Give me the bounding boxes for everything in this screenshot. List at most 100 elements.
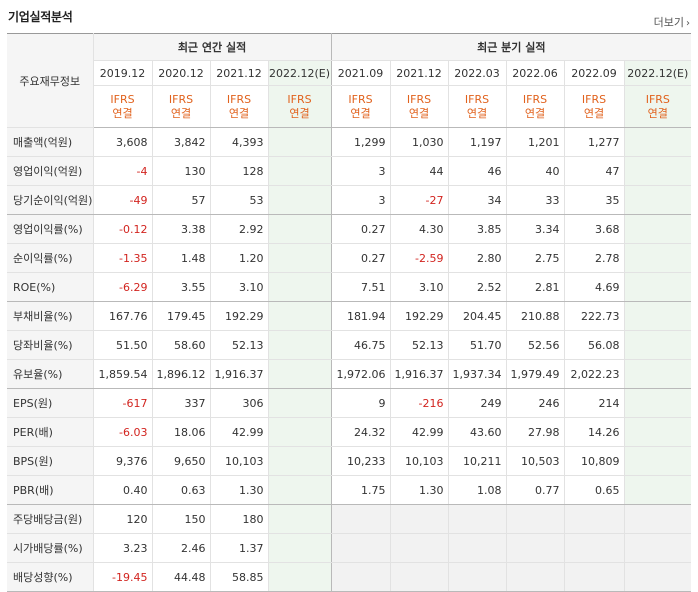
period-header: 2021.12 (389, 60, 449, 86)
cell-empty (389, 533, 449, 563)
cell-value: 204.45 (447, 301, 507, 331)
table-row: 당좌비율(%) 51.50 58.60 52.13 46.75 52.13 51.70 52.… (7, 330, 692, 360)
cell-empty (623, 562, 692, 592)
row-label: 주당배당금(원) (7, 504, 93, 534)
cell-value: 1,979.49 (505, 359, 565, 389)
period-header: 2022.12(E) (623, 60, 692, 86)
cell-value: 179.45 (151, 301, 210, 331)
cell-value: 2.75 (505, 243, 565, 273)
table-row: 주당배당금(원) 120 150 180 (7, 504, 692, 534)
cell-empty (563, 533, 625, 563)
cell-value: 1,916.37 (209, 359, 268, 389)
cell-value (623, 214, 692, 244)
cell-value: 1.30 (209, 475, 268, 505)
cell-value (267, 359, 332, 389)
cell-value: -2.59 (389, 243, 449, 273)
cell-value: 214 (563, 388, 625, 418)
section-title: 기업실적분석 (8, 10, 73, 24)
cell-value: 0.40 (92, 475, 152, 505)
cell-value: 52.56 (505, 330, 565, 360)
row-label: 부채비율(%) (7, 301, 93, 331)
cell-value (623, 446, 692, 476)
cell-value: 2.46 (151, 533, 210, 563)
period-header: 2022.12(E) (267, 60, 332, 86)
row-label: 유보율(%) (7, 359, 93, 389)
cell-value: 10,103 (209, 446, 268, 476)
cell-value: 3.10 (209, 272, 268, 302)
table-row: 배당성향(%) -19.45 44.48 58.85 (7, 562, 692, 592)
cell-value: 46.75 (330, 330, 391, 360)
cell-value: 3 (330, 156, 391, 186)
table-row: 당기순이익(억원) -49 57 53 3 -27 34 33 35 (7, 185, 692, 215)
cell-value: 2.78 (563, 243, 625, 273)
cell-value: 34 (447, 185, 507, 215)
period-header: 2021.12 (209, 60, 268, 86)
row-label: BPS(원) (7, 446, 93, 476)
cell-value (623, 359, 692, 389)
cell-empty (563, 562, 625, 592)
ifrs-label: IFRS 연결 (563, 85, 625, 128)
cell-value: 128 (209, 156, 268, 186)
financial-summary-table: 주요재무정보 최근 연간 실적 최근 분기 실적 2019.12 2020.12 2021… (7, 33, 692, 592)
cell-value (267, 214, 332, 244)
cell-value: 14.26 (563, 417, 625, 447)
cell-value: 3.34 (505, 214, 565, 244)
cell-value (267, 533, 332, 563)
cell-empty (389, 562, 449, 592)
period-header: 2019.12 (92, 60, 152, 86)
cell-value: 9,650 (151, 446, 210, 476)
row-label: EPS(원) (7, 388, 93, 418)
cell-value (623, 185, 692, 215)
cell-value: 1,277 (563, 127, 625, 157)
cell-empty (447, 533, 507, 563)
cell-value (623, 127, 692, 157)
cell-value: 56.08 (563, 330, 625, 360)
cell-value: 1,197 (447, 127, 507, 157)
cell-value: 4,393 (209, 127, 268, 157)
cell-value: 58.60 (151, 330, 210, 360)
cell-value: 18.06 (151, 417, 210, 447)
cell-value: 1.20 (209, 243, 268, 273)
cell-value (267, 417, 332, 447)
cell-value: 57 (151, 185, 210, 215)
cell-empty (623, 533, 692, 563)
cell-value: 10,211 (447, 446, 507, 476)
cell-value (623, 417, 692, 447)
ifrs-label: IFRS 연결 (623, 85, 692, 128)
cell-value (267, 127, 332, 157)
more-link[interactable]: 더보기 › (654, 14, 690, 30)
cell-value: 35 (563, 185, 625, 215)
cell-value (267, 330, 332, 360)
cell-value: 46 (447, 156, 507, 186)
cell-value: -216 (389, 388, 449, 418)
cell-value: 1,937.34 (447, 359, 507, 389)
cell-value: 3.38 (151, 214, 210, 244)
table-row: 매출액(억원) 3,608 3,842 4,393 1,299 1,030 1,197 1,2… (7, 127, 692, 157)
corner-label: 주요재무정보 (7, 33, 93, 128)
cell-value: 192.29 (389, 301, 449, 331)
cell-value: 44.48 (151, 562, 210, 592)
cell-value: 40 (505, 156, 565, 186)
cell-value: 52.13 (209, 330, 268, 360)
cell-value: 3.85 (447, 214, 507, 244)
cell-value: 1,030 (389, 127, 449, 157)
chevron-right-icon: › (686, 18, 690, 29)
cell-value: 3,608 (92, 127, 152, 157)
row-label: 순이익률(%) (7, 243, 93, 273)
cell-value: -19.45 (92, 562, 152, 592)
cell-value: 10,503 (505, 446, 565, 476)
cell-value: 2.92 (209, 214, 268, 244)
row-label: 배당성향(%) (7, 562, 93, 592)
row-label: 영업이익률(%) (7, 214, 93, 244)
cell-empty (505, 504, 565, 534)
cell-value: 192.29 (209, 301, 268, 331)
cell-value: 210.88 (505, 301, 565, 331)
cell-value: -49 (92, 185, 152, 215)
cell-value: 222.73 (563, 301, 625, 331)
cell-value: 0.63 (151, 475, 210, 505)
cell-value: -617 (92, 388, 152, 418)
row-label: 당기순이익(억원) (7, 185, 93, 215)
cell-value (623, 243, 692, 273)
cell-empty (330, 504, 391, 534)
cell-value (623, 475, 692, 505)
